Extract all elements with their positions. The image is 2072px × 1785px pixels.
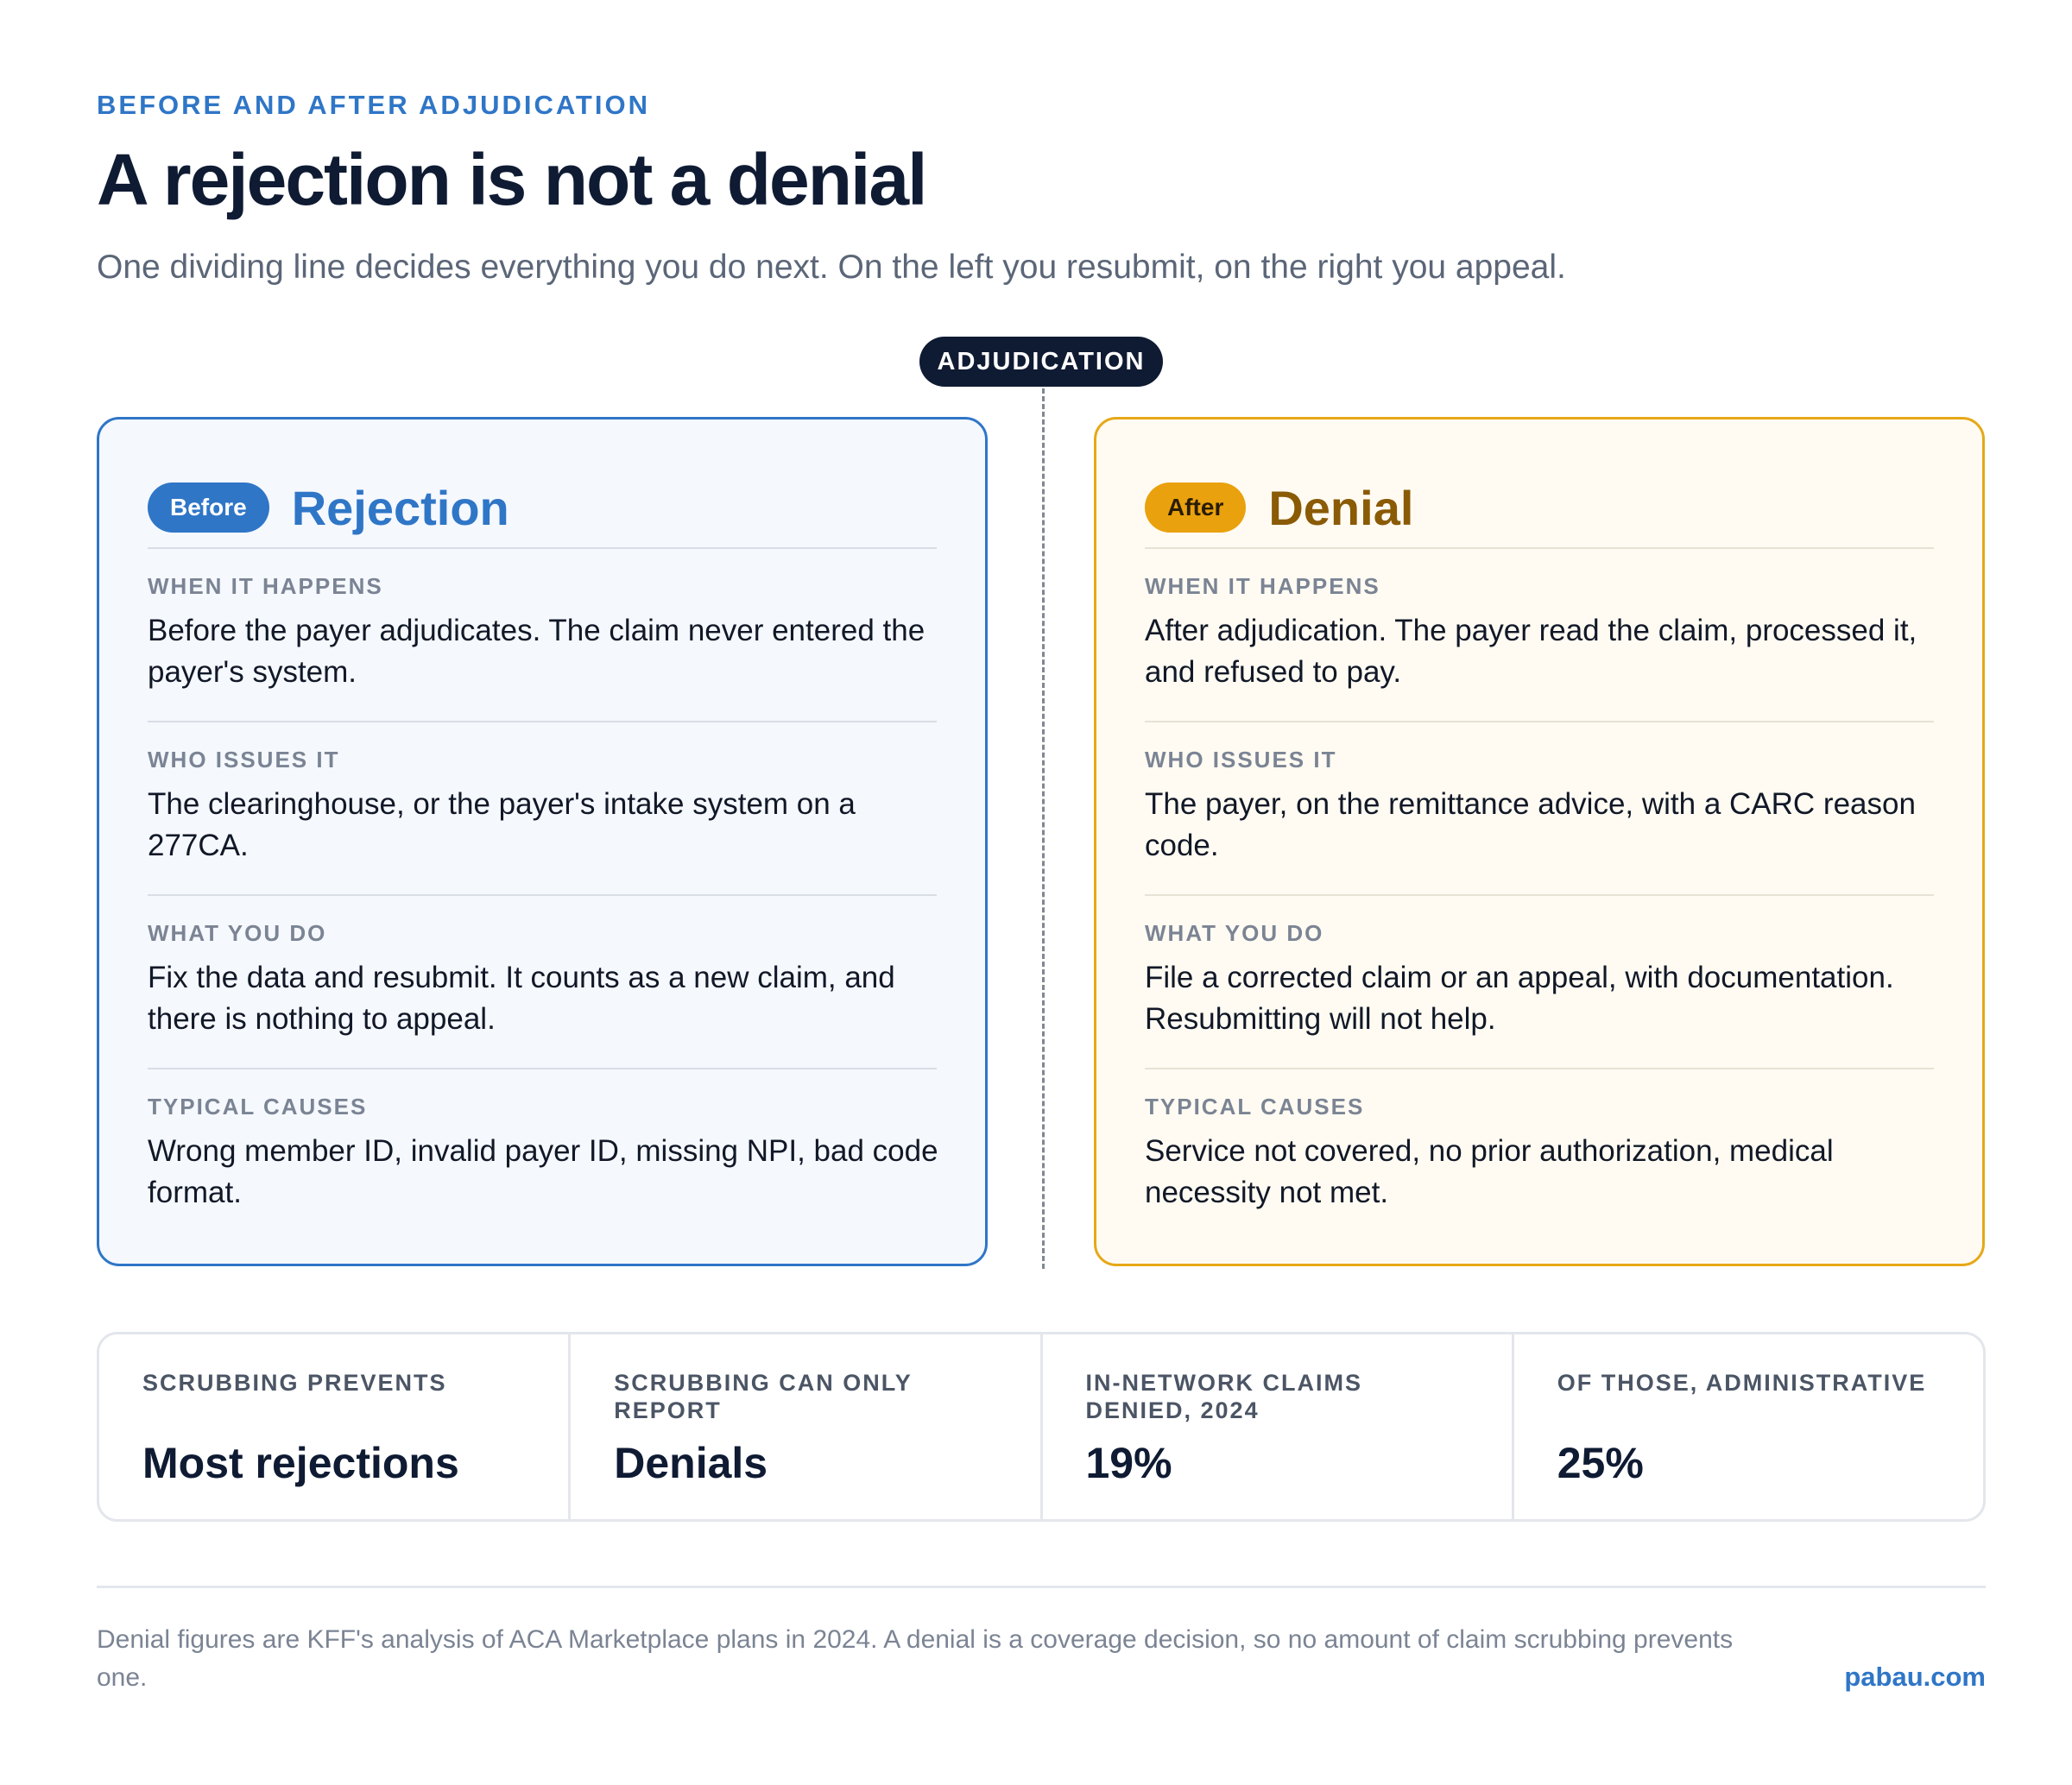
stat-value: Most rejections	[142, 1439, 459, 1487]
adjudication-pill: ADJUDICATION	[919, 337, 1163, 387]
section-text: Wrong member ID, invalid payer ID, missi…	[148, 1134, 938, 1209]
footer-divider	[97, 1586, 1986, 1588]
eyebrow: BEFORE AND AFTER ADJUDICATION	[97, 90, 650, 120]
denial-panel: After Denial WHEN IT HAPPENS After adjud…	[1094, 417, 1985, 1266]
section-text: File a corrected claim or an appeal, wit…	[1145, 961, 1894, 1036]
page-subtitle: One dividing line decides everything you…	[97, 249, 1566, 286]
stat-card: SCRUBBING CAN ONLY REPORT Denials	[571, 1334, 1043, 1519]
section-label: WHO ISSUES IT	[1145, 747, 1337, 773]
rejection-section-when: WHEN IT HAPPENS Before the payer adjudic…	[148, 547, 937, 721]
section-text: The payer, on the remittance advice, wit…	[1145, 787, 1916, 862]
page-title: A rejection is not a denial	[97, 139, 927, 220]
rejection-title: Rejection	[291, 480, 509, 535]
section-text: After adjudication. The payer read the c…	[1145, 614, 1917, 689]
stat-label: SCRUBBING PREVENTS	[142, 1370, 447, 1396]
before-badge: Before	[148, 483, 269, 533]
section-label: WHEN IT HAPPENS	[148, 573, 383, 599]
stat-label: IN-NETWORK CLAIMS DENIED, 2024	[1085, 1370, 1362, 1423]
denial-section-who: WHO ISSUES IT The payer, on the remittan…	[1145, 721, 1934, 894]
section-label: WHAT YOU DO	[148, 920, 327, 946]
section-text: Service not covered, no prior authorizat…	[1145, 1134, 1834, 1209]
rejection-section-what: WHAT YOU DO Fix the data and resubmit. I…	[148, 894, 937, 1068]
section-text: Before the payer adjudicates. The claim …	[148, 614, 925, 689]
stat-card: SCRUBBING PREVENTS Most rejections	[99, 1334, 572, 1519]
stat-card: IN-NETWORK CLAIMS DENIED, 2024 19%	[1043, 1334, 1514, 1519]
section-label: TYPICAL CAUSES	[1145, 1094, 1365, 1120]
footnote: Denial figures are KFF's analysis of ACA…	[97, 1625, 1734, 1692]
stat-value: 19%	[1085, 1439, 1172, 1487]
rejection-section-causes: TYPICAL CAUSES Wrong member ID, invalid …	[148, 1068, 938, 1241]
section-label: WHEN IT HAPPENS	[1145, 573, 1380, 599]
stat-value: Denials	[614, 1439, 768, 1487]
stat-label: SCRUBBING CAN ONLY REPORT	[614, 1370, 913, 1423]
section-label: TYPICAL CAUSES	[148, 1094, 368, 1120]
stats-row: SCRUBBING PREVENTS Most rejections SCRUB…	[97, 1332, 1986, 1522]
rejection-panel: Before Rejection WHEN IT HAPPENS Before …	[97, 417, 988, 1266]
section-label: WHO ISSUES IT	[148, 747, 340, 773]
after-badge: After	[1145, 483, 1247, 533]
stat-card: OF THOSE, ADMINISTRATIVE 25%	[1514, 1334, 1983, 1519]
brand-link[interactable]: pabau.com	[1844, 1662, 1986, 1692]
section-text: The clearinghouse, or the payer's intake…	[148, 787, 856, 862]
denial-section-what: WHAT YOU DO File a corrected claim or an…	[1145, 894, 1934, 1068]
denial-section-causes: TYPICAL CAUSES Service not covered, no p…	[1145, 1068, 1934, 1241]
section-text: Fix the data and resubmit. It counts as …	[148, 961, 895, 1036]
rejection-panel-header: Before Rejection	[148, 468, 937, 547]
denial-section-when: WHEN IT HAPPENS After adjudication. The …	[1145, 547, 1934, 721]
adjudication-divider	[1042, 388, 1045, 1269]
denial-panel-header: After Denial	[1145, 468, 1934, 547]
stat-label: OF THOSE, ADMINISTRATIVE	[1557, 1370, 1927, 1396]
section-label: WHAT YOU DO	[1145, 920, 1324, 946]
denial-title: Denial	[1268, 480, 1414, 535]
rejection-section-who: WHO ISSUES IT The clearinghouse, or the …	[148, 721, 937, 894]
stat-value: 25%	[1557, 1439, 1644, 1487]
